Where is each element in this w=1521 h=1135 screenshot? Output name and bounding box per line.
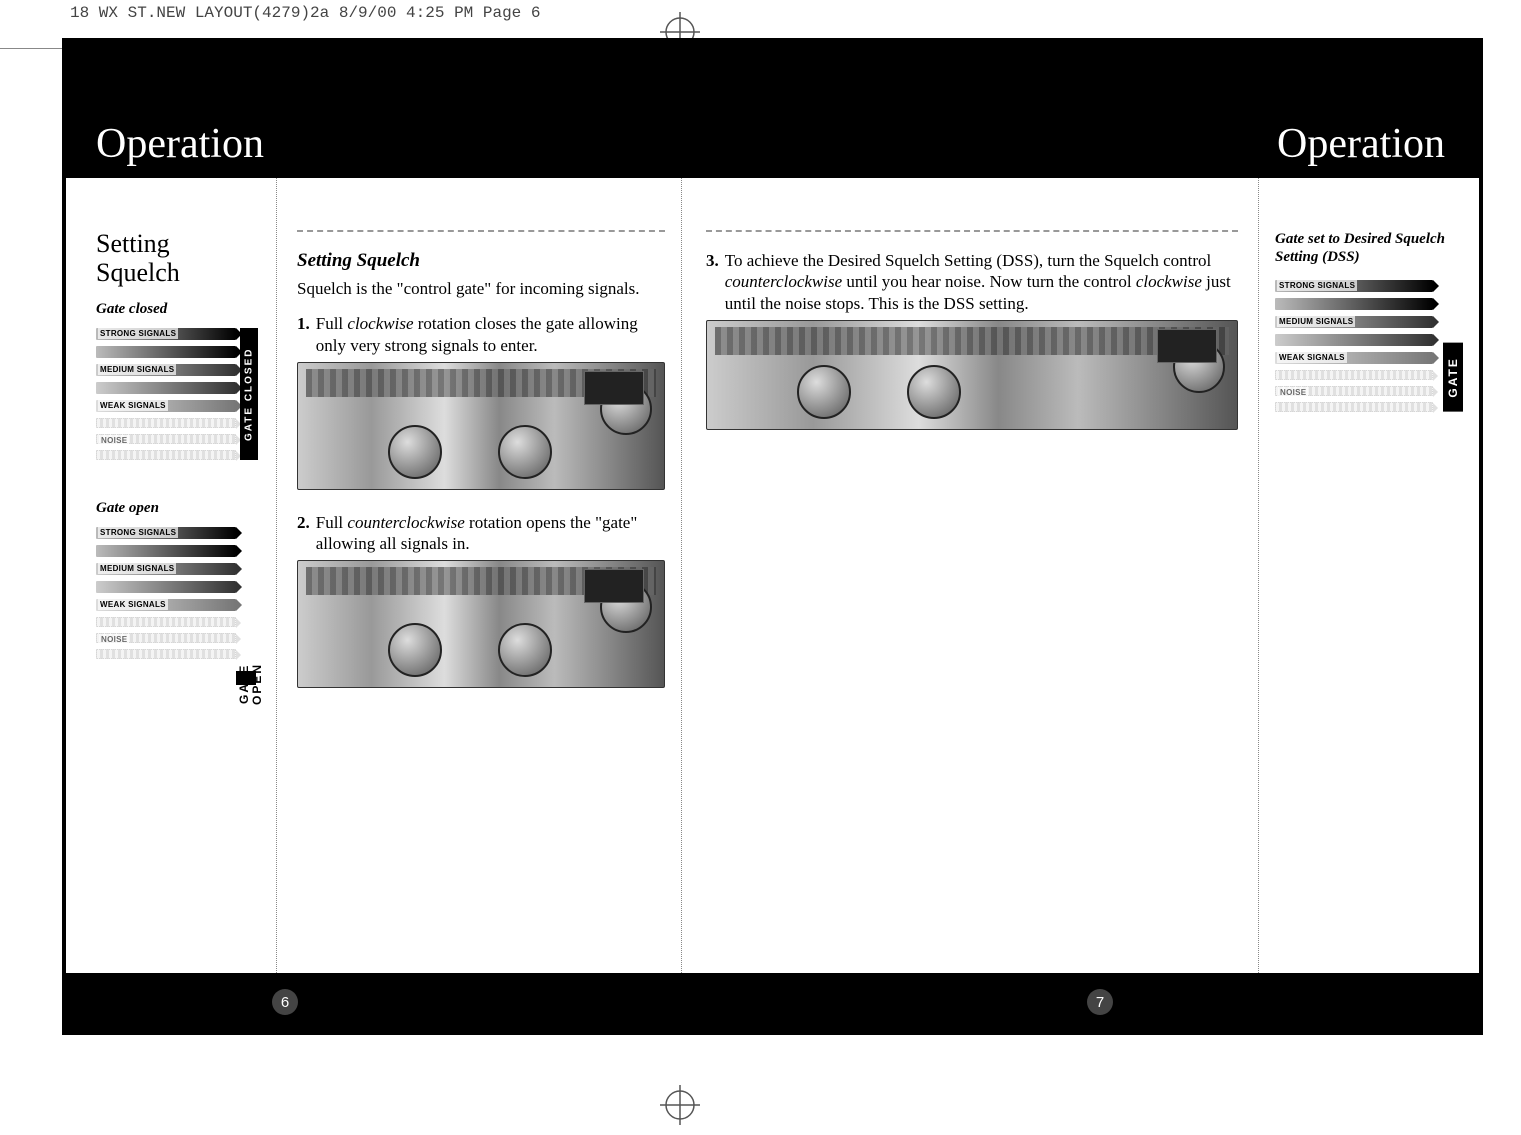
label-weak: WEAK SIGNALS — [1277, 352, 1347, 363]
section-intro: Squelch is the "control gate" for incomi… — [297, 278, 665, 299]
diagram-dss: STRONG SIGNALS MEDIUM SIGNALS WEAK SIGNA… — [1275, 280, 1457, 412]
device-photo-2 — [297, 560, 665, 688]
diagram-gate-open: STRONG SIGNALS MEDIUM SIGNALS WEAK SIGNA… — [96, 527, 254, 659]
divider — [297, 230, 665, 232]
gate-partial-tag: GATE — [1443, 343, 1463, 412]
divider — [706, 230, 1238, 232]
label-noise: NOISE — [99, 634, 129, 645]
step-1: 1. Full clockwise rotation closes the ga… — [297, 313, 665, 356]
content-area: SettingSquelch Gate closed STRONG SIGNAL… — [66, 178, 1479, 973]
header-band: Operation Operation — [66, 42, 1479, 178]
page-frame: Operation Operation SettingSquelch Gate … — [62, 38, 1483, 1035]
sidebar-left: SettingSquelch Gate closed STRONG SIGNAL… — [66, 178, 276, 973]
label-strong: STRONG SIGNALS — [1277, 280, 1357, 291]
label-medium: MEDIUM SIGNALS — [98, 364, 176, 375]
step-num: 1. — [297, 313, 310, 356]
step-num: 3. — [706, 250, 719, 314]
label-medium: MEDIUM SIGNALS — [98, 563, 176, 574]
label-noise: NOISE — [1278, 387, 1308, 398]
label-noise: NOISE — [99, 435, 129, 446]
section-heading: Setting Squelch — [297, 250, 665, 272]
main-column-left: Setting Squelch Squelch is the "control … — [276, 178, 682, 973]
label-strong: STRONG SIGNALS — [98, 527, 178, 538]
diagram-gate-closed: STRONG SIGNALS MEDIUM SIGNALS WEAK SIGNA… — [96, 328, 254, 460]
step-3: 3. To achieve the Desired Squelch Settin… — [706, 250, 1238, 314]
device-photo-3 — [706, 320, 1238, 430]
caption-gate-closed: Gate closed — [96, 301, 266, 318]
step-text: Full clockwise rotation closes the gate … — [316, 313, 665, 356]
label-medium: MEDIUM SIGNALS — [1277, 316, 1355, 327]
label-weak: WEAK SIGNALS — [98, 400, 168, 411]
print-slug: 18 WX ST.NEW LAYOUT(4279)2a 8/9/00 4:25 … — [70, 4, 540, 22]
main-column-right: 3. To achieve the Desired Squelch Settin… — [682, 178, 1259, 973]
page-title-left: Operation — [96, 120, 264, 168]
label-strong: STRONG SIGNALS — [98, 328, 178, 339]
device-photo-1 — [297, 362, 665, 490]
step-text: Full counterclockwise rotation opens the… — [316, 512, 665, 555]
step-num: 2. — [297, 512, 310, 555]
sidebar-heading: SettingSquelch — [96, 230, 266, 287]
page-number-left: 6 — [272, 989, 298, 1015]
caption-dss: Gate set to Desired Squelch Setting (DSS… — [1275, 230, 1461, 266]
step-text: To achieve the Desired Squelch Setting (… — [725, 250, 1238, 314]
label-weak: WEAK SIGNALS — [98, 599, 168, 610]
sidebar-right: Gate set to Desired Squelch Setting (DSS… — [1259, 178, 1479, 973]
registration-mark-bottom — [660, 1085, 700, 1125]
gate-closed-tag: GATE CLOSED — [240, 328, 258, 460]
page-number-right: 7 — [1087, 989, 1113, 1015]
caption-gate-open: Gate open — [96, 500, 266, 517]
step-2: 2. Full counterclockwise rotation opens … — [297, 512, 665, 555]
page-title-right: Operation — [1277, 120, 1445, 168]
